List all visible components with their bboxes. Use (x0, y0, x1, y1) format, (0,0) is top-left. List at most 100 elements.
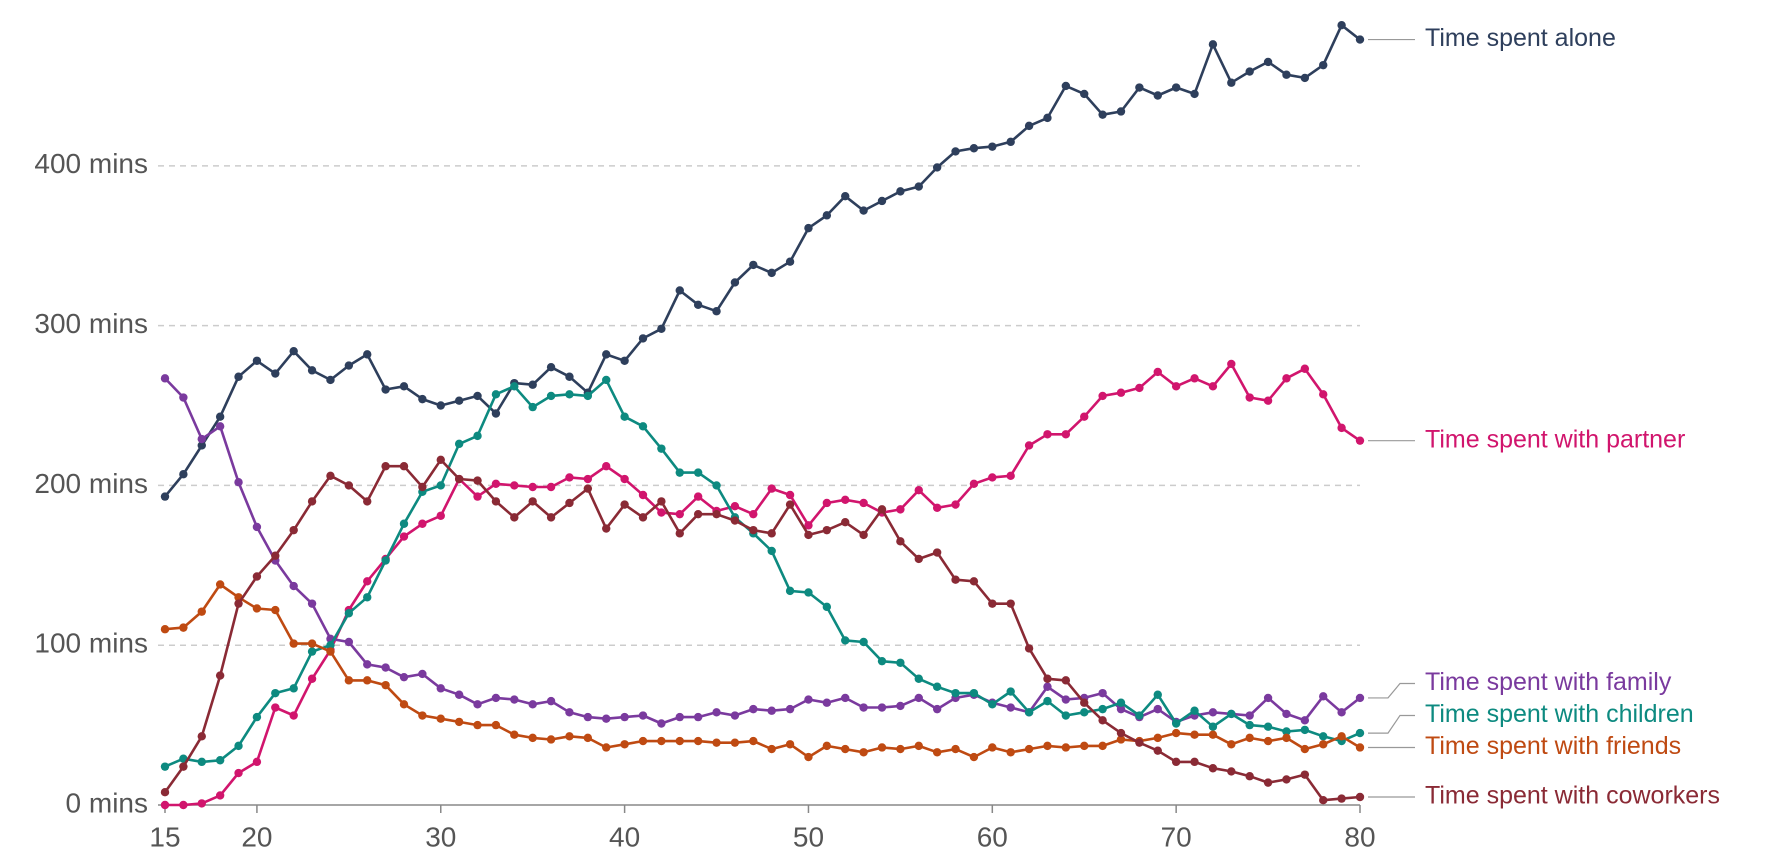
data-point (197, 441, 206, 450)
data-point (307, 366, 317, 375)
data-point (1043, 674, 1052, 683)
data-point (1080, 89, 1089, 99)
data-point (289, 525, 298, 535)
data-point (749, 525, 758, 535)
data-point (271, 605, 280, 615)
data-point (859, 530, 868, 540)
y-tick-label: 300 mins (34, 308, 148, 339)
data-point (804, 588, 813, 597)
data-point (344, 361, 354, 370)
data-point (436, 684, 445, 693)
data-point (602, 462, 611, 471)
data-point (307, 599, 317, 608)
data-point (841, 636, 850, 645)
data-point (914, 486, 923, 495)
data-point (1024, 644, 1034, 653)
data-point (693, 736, 703, 746)
data-point (767, 546, 776, 556)
data-point (1208, 764, 1218, 773)
data-point (215, 756, 225, 765)
data-point (620, 412, 629, 421)
data-point (1006, 703, 1015, 712)
data-point (969, 752, 979, 762)
data-point (546, 362, 556, 372)
data-point (252, 522, 262, 532)
data-point (197, 434, 206, 444)
data-point (693, 468, 703, 477)
data-point (546, 513, 556, 522)
data-point (1116, 704, 1126, 714)
data-point (197, 799, 206, 808)
data-point (969, 144, 979, 153)
data-point (951, 688, 960, 698)
data-point (1208, 730, 1218, 739)
data-point (160, 492, 170, 501)
data-point (307, 497, 317, 506)
data-point (675, 712, 684, 722)
data-point (1263, 736, 1273, 746)
data-point (785, 500, 795, 509)
data-point (197, 732, 206, 741)
data-point (436, 481, 445, 490)
data-point (1006, 137, 1015, 147)
x-tick-label: 60 (977, 821, 1008, 852)
data-point (583, 391, 593, 401)
data-point (859, 498, 868, 508)
data-point (565, 390, 574, 399)
data-point (234, 478, 243, 487)
data-point (969, 577, 979, 586)
data-point (473, 700, 482, 709)
data-point (1319, 796, 1328, 805)
data-point (1263, 778, 1273, 787)
data-point (620, 356, 629, 365)
data-point (565, 498, 574, 508)
data-point (326, 471, 335, 481)
label-leader (1368, 682, 1415, 699)
data-point (1061, 430, 1071, 439)
data-point (289, 711, 298, 720)
data-point (602, 350, 611, 359)
data-point (638, 513, 648, 522)
data-point (510, 481, 519, 490)
data-point (454, 439, 464, 449)
data-point (179, 393, 188, 402)
data-point (896, 537, 905, 546)
data-point (399, 700, 409, 709)
data-point (179, 762, 188, 771)
series-line (164, 583, 1361, 759)
data-point (932, 163, 942, 172)
data-point (859, 637, 868, 647)
data-point (363, 577, 372, 586)
data-point (1080, 412, 1089, 421)
data-point (215, 422, 225, 431)
data-point (841, 744, 850, 754)
data-point (510, 513, 519, 522)
data-point (785, 740, 795, 749)
data-point (951, 744, 960, 754)
data-point (785, 490, 795, 500)
data-point (179, 623, 188, 632)
data-point (1080, 741, 1089, 751)
data-point (859, 748, 868, 757)
data-point (932, 548, 942, 557)
data-point (932, 682, 942, 691)
data-point (657, 444, 666, 453)
data-point (841, 517, 850, 527)
data-point (1300, 744, 1310, 754)
data-point (1116, 735, 1126, 744)
data-point (896, 505, 905, 514)
data-point (657, 324, 666, 334)
data-point (528, 482, 537, 492)
data-point (1116, 107, 1126, 116)
data-point (896, 744, 905, 754)
y-tick-label: 100 mins (34, 628, 148, 659)
data-point (436, 455, 445, 465)
data-point (822, 498, 832, 508)
data-point (289, 346, 298, 356)
x-tick-label: 70 (1161, 821, 1192, 852)
data-point (583, 474, 593, 484)
data-point (418, 669, 427, 679)
data-point (657, 497, 666, 506)
data-point (1355, 728, 1365, 738)
data-point (1337, 732, 1346, 741)
